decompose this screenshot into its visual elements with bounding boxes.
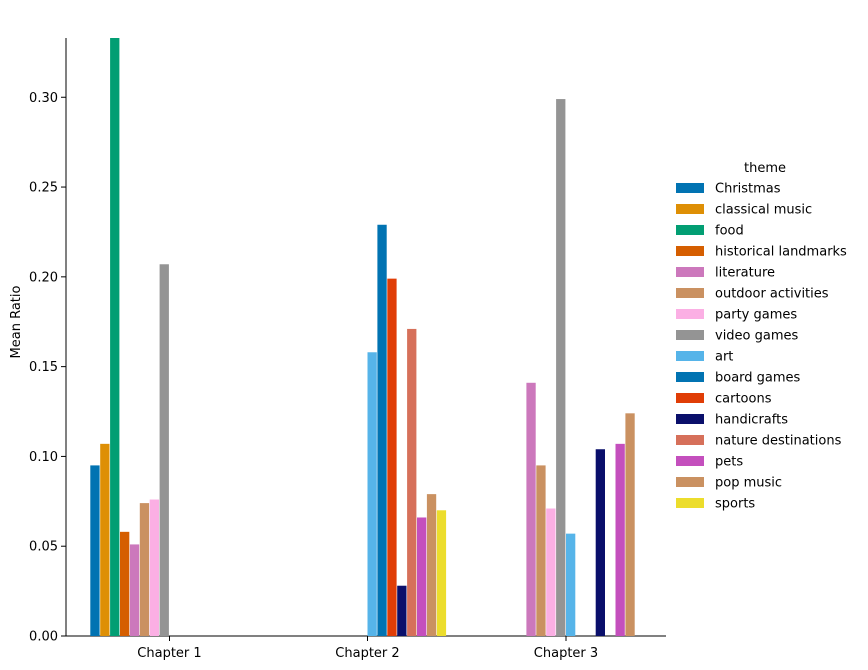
legend-swatch — [676, 246, 704, 256]
legend-label: Christmas — [715, 182, 781, 197]
bar — [556, 99, 566, 636]
legend-label: handicrafts — [715, 413, 788, 428]
legend-swatch — [676, 204, 704, 214]
legend-swatch — [676, 477, 704, 487]
legend-label: art — [715, 350, 733, 365]
bar — [367, 352, 377, 636]
bar — [139, 503, 150, 636]
y-tick-label: 0.05 — [29, 540, 58, 555]
bar — [417, 517, 427, 636]
legend-label: pop music — [715, 476, 782, 491]
legend-label: cartoons — [715, 392, 772, 407]
legend-swatch — [676, 393, 704, 403]
bar — [536, 465, 546, 636]
bar — [100, 443, 110, 636]
legend-label: sports — [715, 497, 755, 512]
legend-swatch — [676, 414, 704, 424]
y-axis-label: Mean Ratio — [9, 285, 24, 358]
x-tick-label: Chapter 3 — [534, 646, 598, 661]
bar — [407, 328, 417, 636]
bar — [120, 531, 130, 636]
y-tick-label: 0.25 — [29, 181, 58, 196]
bar — [159, 264, 169, 636]
legend-label: food — [715, 224, 744, 239]
legend-title: theme — [744, 161, 786, 176]
bar — [377, 224, 387, 636]
legend-swatch — [676, 267, 704, 277]
y-tick-label: 0.20 — [29, 270, 58, 285]
bar — [149, 499, 159, 636]
legend-label: literature — [715, 266, 775, 281]
bar — [546, 508, 556, 636]
legend-label: pets — [715, 455, 743, 470]
legend-swatch — [676, 372, 704, 382]
legend: theme Christmas classical music food histor… — [676, 161, 847, 512]
x-axis: Chapter 1 Chapter 2 Chapter 3 — [66, 635, 666, 661]
legend-label: party games — [715, 308, 797, 323]
bar — [566, 533, 576, 636]
legend-label: historical landmarks — [715, 245, 847, 260]
bar — [387, 278, 397, 636]
bar — [625, 413, 635, 636]
bars — [90, 38, 635, 636]
y-tick-label: 0.00 — [29, 630, 58, 645]
legend-label: nature destinations — [715, 434, 842, 449]
bar — [595, 449, 605, 636]
legend-label: outdoor activities — [715, 287, 829, 302]
legend-label: board games — [715, 371, 801, 386]
y-tick-label: 0.10 — [29, 450, 58, 465]
legend-swatch — [676, 225, 704, 235]
legend-swatch — [676, 330, 704, 340]
x-tick-label: Chapter 2 — [335, 646, 399, 661]
bar — [90, 465, 100, 636]
bar — [110, 38, 120, 636]
legend-label: classical music — [715, 203, 812, 218]
legend-label: video games — [715, 329, 799, 344]
bar — [129, 544, 140, 636]
bar — [526, 382, 536, 636]
bar — [426, 494, 437, 636]
bar — [397, 585, 407, 636]
legend-swatch — [676, 456, 704, 466]
legend-swatch — [676, 435, 704, 445]
legend-swatch — [676, 351, 704, 361]
legend-swatch — [676, 498, 704, 508]
bar — [615, 443, 625, 636]
y-axis: 0.00 0.05 0.10 0.15 0.20 0.25 0.30 — [29, 38, 67, 645]
legend-swatch — [676, 288, 704, 298]
x-tick-label: Chapter 1 — [137, 646, 201, 661]
y-tick-label: 0.30 — [29, 91, 58, 106]
y-tick-label: 0.15 — [29, 360, 58, 375]
bar — [436, 510, 447, 636]
legend-swatch — [676, 309, 704, 319]
legend-swatch — [676, 183, 704, 193]
